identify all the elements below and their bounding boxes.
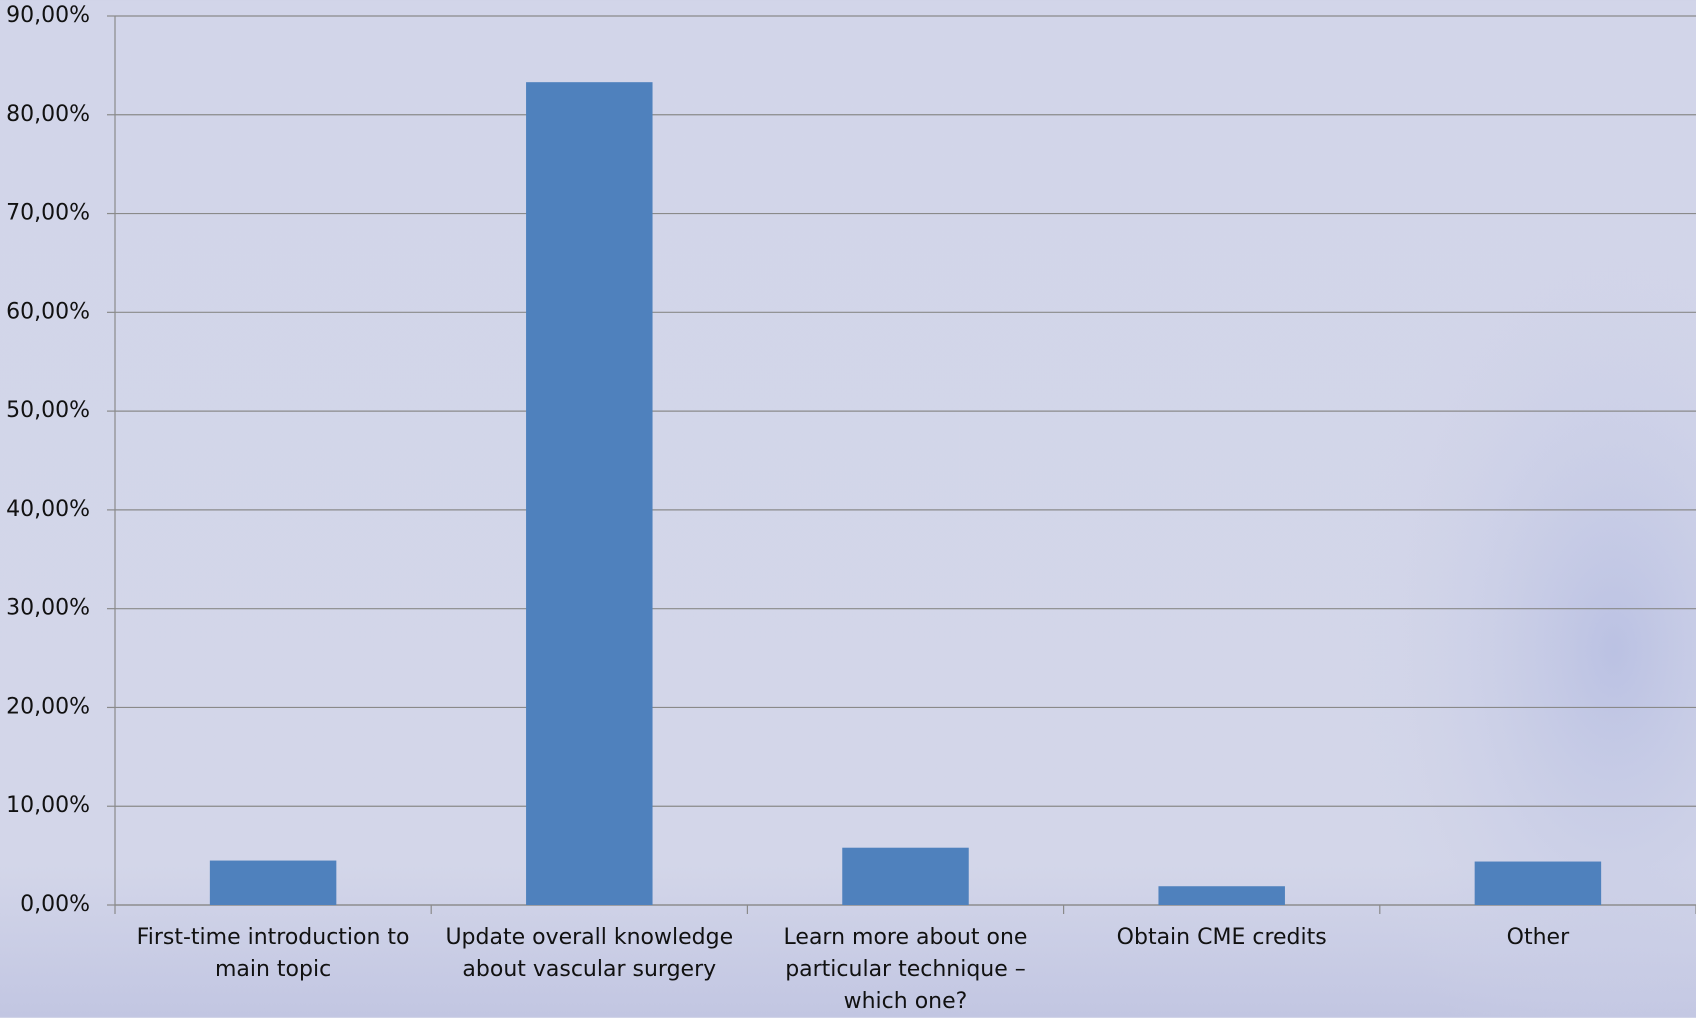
y-tick-label: 70,00% [6,201,90,226]
y-tick-label: 30,00% [6,596,90,621]
y-tick-label: 90,00% [6,3,90,28]
x-tick-label: Other [1506,925,1570,950]
bar [1474,861,1602,905]
background-decoration [1150,100,1696,1017]
y-tick-label: 20,00% [6,694,90,719]
y-tick-label: 40,00% [6,497,90,522]
bar [526,82,653,906]
y-tick-label: 60,00% [6,299,90,324]
x-tick-label: Obtain CME credits [1116,925,1327,950]
y-tick-label: 80,00% [6,102,90,127]
y-tick-label: 10,00% [6,793,90,818]
y-tick-label: 0,00% [20,892,90,917]
bar [1158,886,1285,905]
x-tick-label: Update overall knowledge about vascular … [445,925,734,982]
y-tick-label: 50,00% [6,398,90,423]
x-tick-label: First-time introduction to main topic [136,925,410,982]
x-tick-label: Learn more about one particular techniqu… [783,925,1028,1014]
bar [209,860,337,905]
bar [842,847,969,905]
